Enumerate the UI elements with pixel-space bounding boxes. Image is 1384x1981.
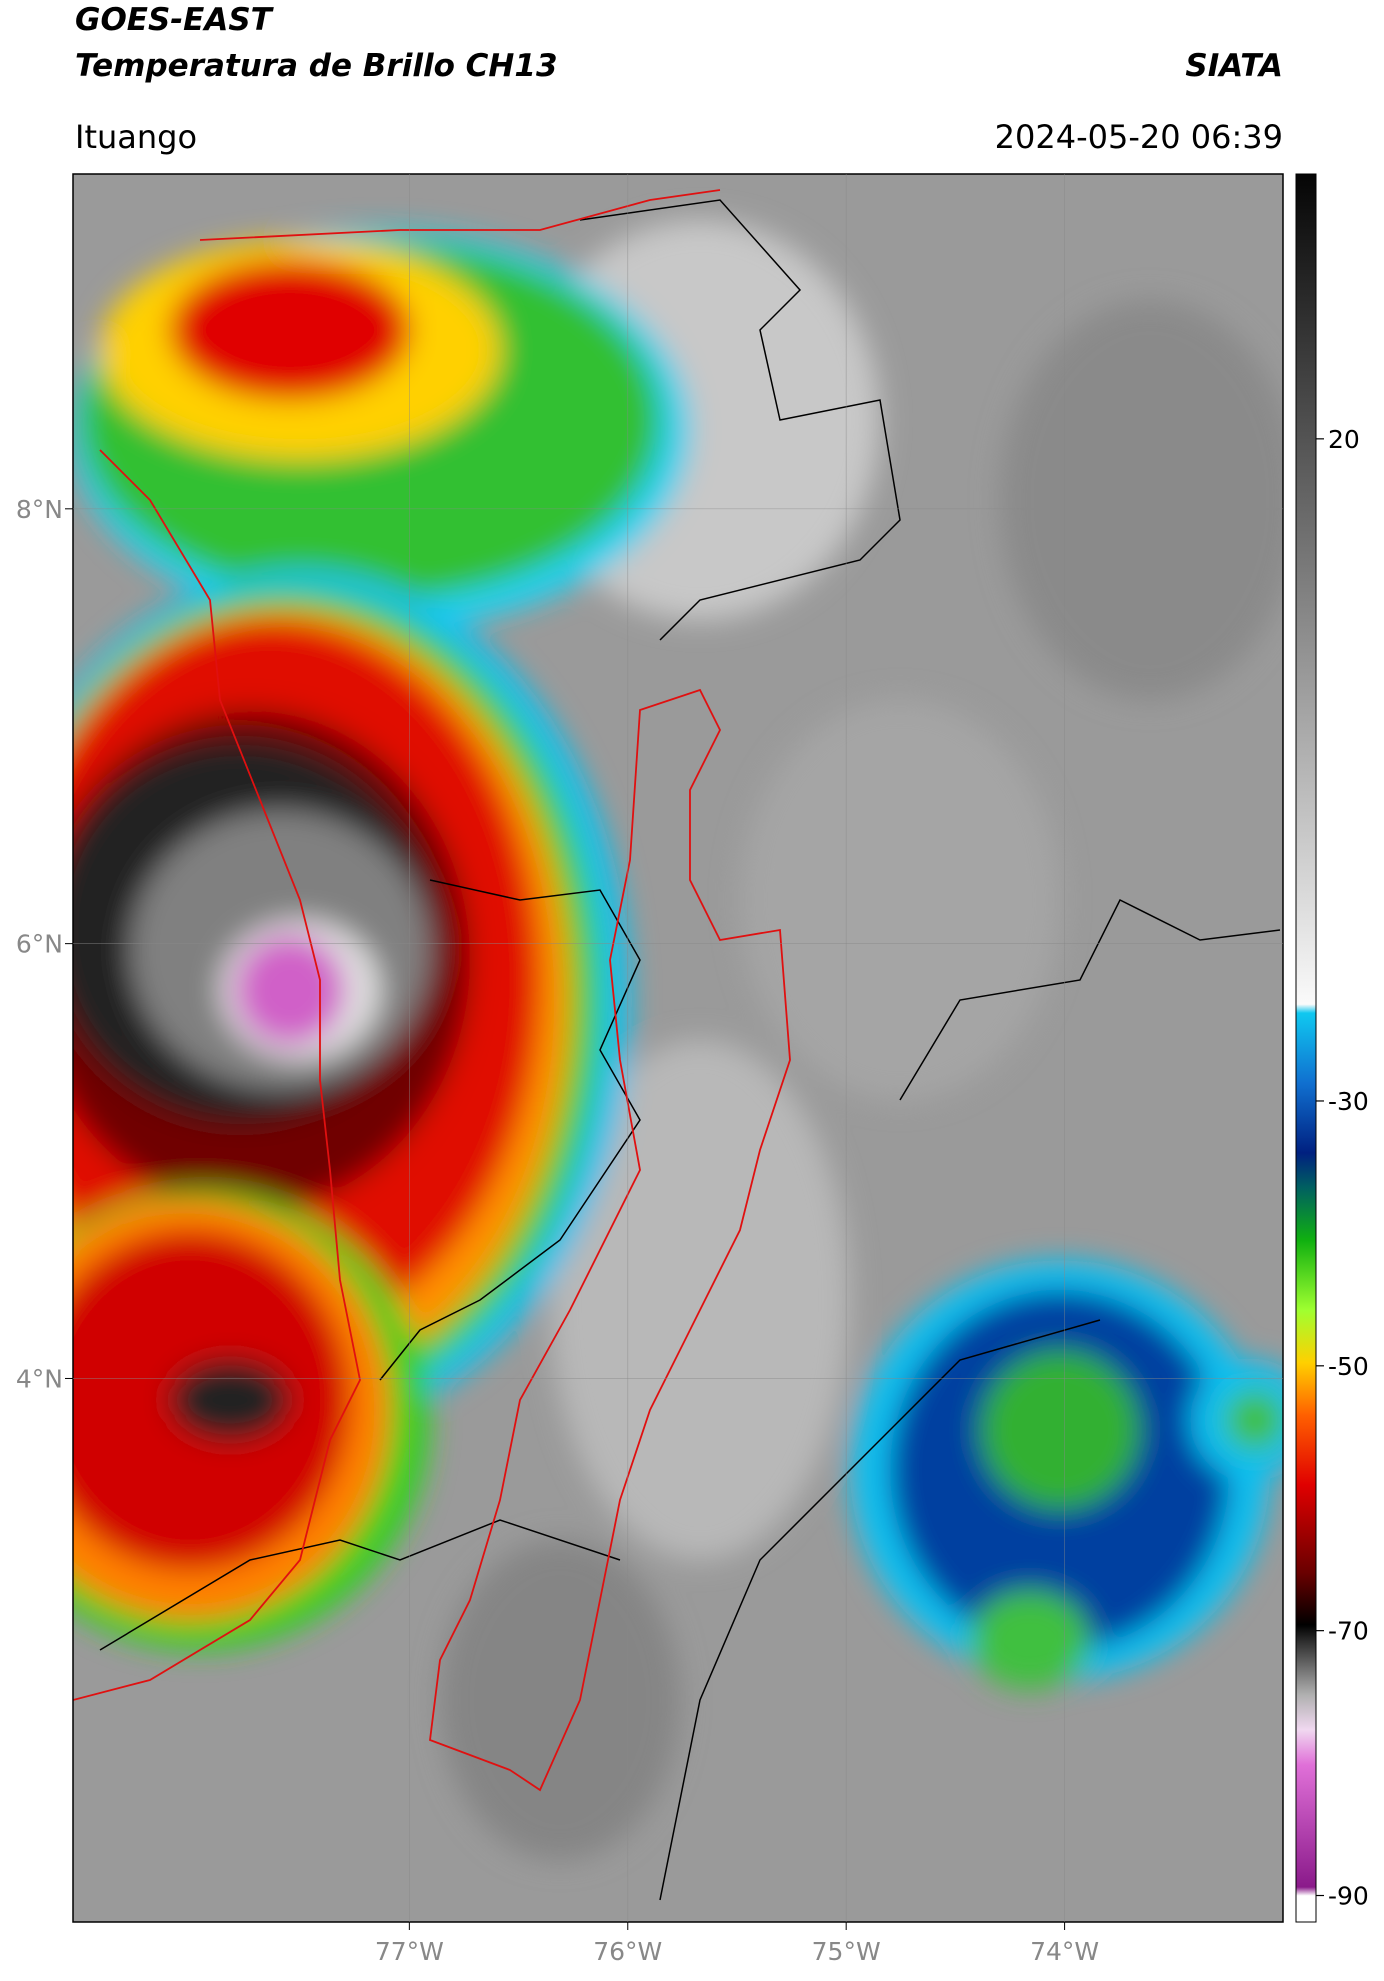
location: Ituango [75, 118, 197, 156]
x-tick-label: 74°W [1030, 1937, 1099, 1966]
basin-outline [73, 189, 791, 1792]
y-tick-label: 8°N [16, 495, 63, 524]
title: GOES-EAST [75, 2, 275, 38]
y-tick-label: 4°N [16, 1364, 63, 1393]
colorbar-tick-label: -50 [1328, 1352, 1369, 1381]
x-tick-label: 75°W [812, 1937, 881, 1966]
colorbar-tick-label: 20 [1328, 425, 1360, 454]
timestamp: 2024-05-20 06:39 [995, 118, 1283, 156]
title: Temperatura de Brillo CH13 [75, 48, 558, 84]
map-frame [72, 173, 1284, 1923]
borders [99, 199, 1281, 1901]
source: SIATA [1185, 48, 1283, 84]
colorbar-tick-label: -30 [1328, 1087, 1369, 1116]
x-tick-label: 77°W [375, 1937, 444, 1966]
colorbar-tick-label: -90 [1328, 1882, 1369, 1911]
satellite-image [73, 174, 1283, 1922]
y-tick-label: 6°N [16, 930, 63, 959]
colorbar-tick-label: -70 [1328, 1617, 1369, 1646]
colorbar [1295, 173, 1317, 1923]
x-tick-label: 76°W [593, 1937, 662, 1966]
